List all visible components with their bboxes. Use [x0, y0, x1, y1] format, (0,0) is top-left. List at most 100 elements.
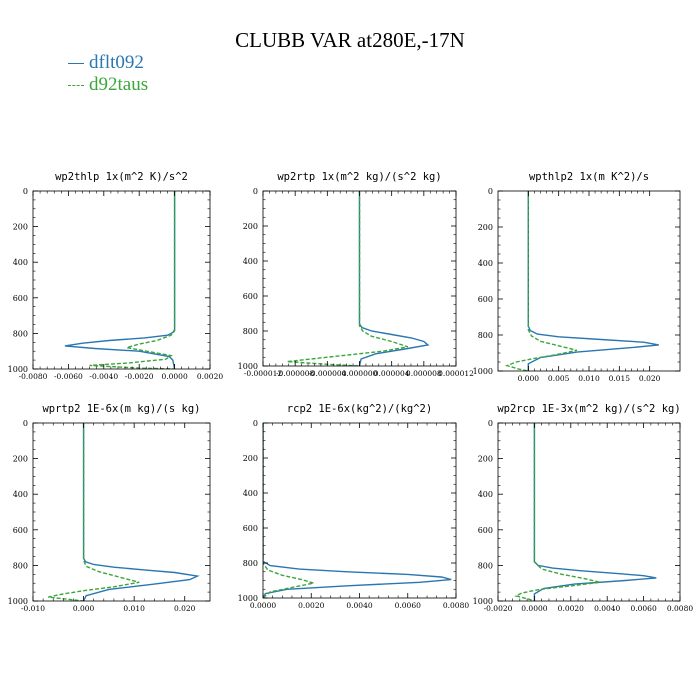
y-tick-label: 400 [478, 259, 493, 268]
y-tick-label: 600 [13, 526, 28, 535]
x-tick-label: 0.0080 [667, 604, 693, 613]
x-tick-label: 0.0040 [346, 601, 372, 610]
legend-entry: dflt092 [68, 52, 148, 74]
y-tick-label: 0 [253, 187, 258, 196]
subplot-title: wprtp2 1E-6x(m kg)/(s kg) [42, 403, 200, 415]
y-tick-label: 600 [13, 294, 28, 303]
y-tick-label: 400 [13, 490, 28, 499]
x-tick-label: 0.0060 [395, 601, 421, 610]
series-group [287, 191, 430, 366]
x-tick-label: 0.0000 [250, 601, 276, 610]
series-line-d92taus [504, 191, 578, 371]
y-tick-label: 1000 [473, 597, 493, 606]
x-tick-label: 0.015 [609, 374, 631, 383]
x-tick-label: 0.0020 [558, 604, 584, 613]
x-tick-label: -0.0040 [89, 372, 118, 381]
subplot: wpthlp2 1x(m K^2)/s 0 200 400 600 800 1000 0.00… [473, 171, 681, 383]
x-tick-label: 0.0060 [630, 604, 656, 613]
subplot: wp2rtp 1x(m^2 kg)/(s^2 kg) 0 200 400 600 800 1… [238, 171, 474, 378]
series-group [48, 423, 200, 601]
y-tick-label: 1000 [473, 367, 493, 376]
y-tick-label: 800 [478, 561, 493, 570]
x-tick-label: -0.0060 [54, 372, 83, 381]
x-tick-label: 0.020 [174, 604, 196, 613]
y-tick-label: 800 [13, 561, 28, 570]
legend-label: d92taus [89, 74, 149, 95]
x-tick-label: 0.000004 [374, 369, 410, 378]
subplot: rcp2 1E-6x(kg^2)/(kg^2) 0 200 400 600 800 1000… [238, 403, 470, 610]
y-tick-label: 200 [243, 454, 258, 463]
y-tick-label: 400 [478, 490, 493, 499]
x-tick-label: 0.005 [548, 374, 570, 383]
y-tick-label: 600 [478, 295, 493, 304]
y-tick-label: 600 [243, 524, 258, 533]
x-tick-label: 0.000012 [438, 369, 474, 378]
legend: dflt092 d92taus [68, 52, 148, 96]
plot-frame [32, 190, 211, 370]
y-tick-label: 200 [478, 223, 493, 232]
y-tick-label: 1000 [238, 362, 258, 371]
series-line-dflt092 [64, 191, 176, 369]
x-tick-label: -0.000012 [244, 369, 283, 378]
x-tick-label: 0.020 [639, 374, 661, 383]
x-tick-label: 0.0040 [594, 604, 620, 613]
x-tick-label: 0.000 [73, 604, 95, 613]
subplot: wprtp2 1E-6x(m kg)/(s kg) 0 200 400 600 800 10… [8, 403, 211, 613]
y-tick-label: 200 [243, 222, 258, 231]
series-group [514, 423, 657, 601]
series-group [64, 191, 176, 369]
series-line-d92taus [48, 423, 140, 601]
subplot-title: rcp2 1E-6x(kg^2)/(kg^2) [287, 403, 432, 415]
plot-frame [497, 422, 681, 602]
x-tick-label: 0.000 [518, 374, 540, 383]
series-line-d92taus [263, 423, 314, 598]
y-tick-label: 0 [488, 187, 493, 196]
x-tick-label: -0.0020 [125, 372, 154, 381]
y-tick-label: 800 [478, 331, 493, 340]
x-tick-label: 0.000000 [342, 369, 378, 378]
y-tick-label: 1000 [238, 594, 258, 603]
x-tick-label: -0.000008 [276, 369, 315, 378]
series-line-dflt092 [358, 191, 430, 366]
x-tick-label: -0.010 [21, 604, 45, 613]
subplot-title: wpthlp2 1x(m K^2)/s [529, 171, 649, 183]
y-tick-label: 600 [243, 292, 258, 301]
x-tick-label: -0.0080 [19, 372, 48, 381]
y-tick-label: 200 [478, 455, 493, 464]
y-tick-label: 400 [13, 258, 28, 267]
figure-title: CLUBB VAR at280E,-17N [235, 28, 465, 52]
subplot-title: wp2thlp 1x(m^2 K)/s^2 [55, 171, 188, 183]
y-tick-label: 1000 [8, 597, 28, 606]
y-tick-label: 800 [243, 327, 258, 336]
y-tick-label: 0 [23, 187, 28, 196]
series-line-d92taus [514, 423, 601, 601]
x-tick-label: 0.010 [578, 374, 600, 383]
y-tick-label: 400 [243, 489, 258, 498]
x-tick-label: 0.000008 [406, 369, 442, 378]
subplot-title: wp2rtp 1x(m^2 kg)/(s^2 kg) [277, 171, 441, 183]
x-tick-label: 0.010 [123, 604, 145, 613]
x-tick-label: -0.0020 [484, 604, 513, 613]
y-tick-label: 800 [243, 559, 258, 568]
x-tick-label: 0.0020 [298, 601, 324, 610]
y-tick-label: 0 [23, 419, 28, 428]
series-line-dflt092 [533, 423, 657, 601]
y-tick-label: 200 [13, 455, 28, 464]
subplot: wp2rcp 1E-3x(m^2 kg)/(s^2 kg) 0 200 400 600 8… [473, 403, 694, 613]
subplot-title: wp2rcp 1E-3x(m^2 kg)/(s^2 kg) [497, 403, 680, 415]
legend-entry: d92taus [68, 74, 148, 96]
x-tick-label: -0.000004 [308, 369, 347, 378]
series-group [504, 191, 659, 371]
x-tick-label: 0.0000 [161, 372, 187, 381]
series-line-d92taus [89, 191, 176, 369]
y-tick-label: 600 [478, 526, 493, 535]
y-tick-label: 200 [13, 223, 28, 232]
x-tick-label: 0.0000 [521, 604, 547, 613]
series-line-dflt092 [263, 423, 452, 598]
series-line-dflt092 [82, 423, 200, 601]
subplot: wp2thlp 1x(m^2 K)/s^202004006008001000-0… [8, 171, 224, 381]
legend-label: dflt092 [89, 52, 144, 73]
y-tick-label: 800 [13, 329, 28, 338]
